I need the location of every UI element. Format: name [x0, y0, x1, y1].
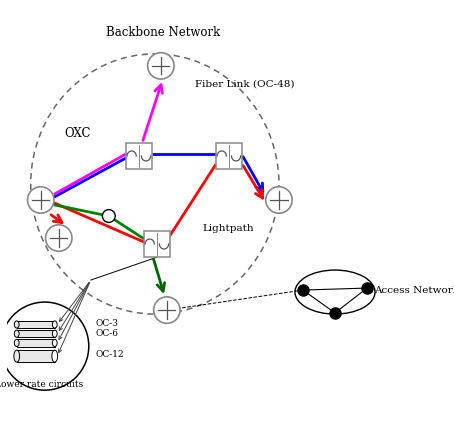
- Ellipse shape: [52, 350, 58, 362]
- Ellipse shape: [52, 321, 57, 328]
- Text: OXC: OXC: [65, 128, 91, 140]
- Circle shape: [45, 225, 72, 251]
- Text: OC-6: OC-6: [96, 329, 118, 338]
- Ellipse shape: [52, 330, 57, 338]
- Text: Backbone Network: Backbone Network: [106, 26, 220, 39]
- Bar: [17, 321, 55, 328]
- Text: Lower rate circuits: Lower rate circuits: [0, 380, 83, 390]
- Bar: [17, 350, 55, 362]
- Ellipse shape: [14, 350, 20, 362]
- Circle shape: [28, 187, 54, 213]
- Text: Fiber Link (OC-48): Fiber Link (OC-48): [195, 79, 294, 88]
- Ellipse shape: [15, 321, 19, 328]
- Text: OC-12: OC-12: [96, 350, 124, 360]
- Ellipse shape: [52, 339, 57, 346]
- Circle shape: [153, 297, 180, 323]
- Circle shape: [103, 209, 115, 223]
- Text: OC-3: OC-3: [96, 319, 118, 328]
- Circle shape: [148, 53, 174, 79]
- Bar: [216, 143, 242, 169]
- Text: Access Network: Access Network: [374, 286, 454, 295]
- Bar: [17, 330, 55, 338]
- Ellipse shape: [15, 330, 19, 338]
- Text: Lightpath: Lightpath: [203, 223, 255, 232]
- Circle shape: [1, 302, 89, 390]
- Circle shape: [266, 187, 292, 213]
- Ellipse shape: [15, 339, 19, 346]
- Bar: [144, 231, 170, 257]
- Bar: [17, 339, 55, 346]
- Bar: [126, 143, 152, 169]
